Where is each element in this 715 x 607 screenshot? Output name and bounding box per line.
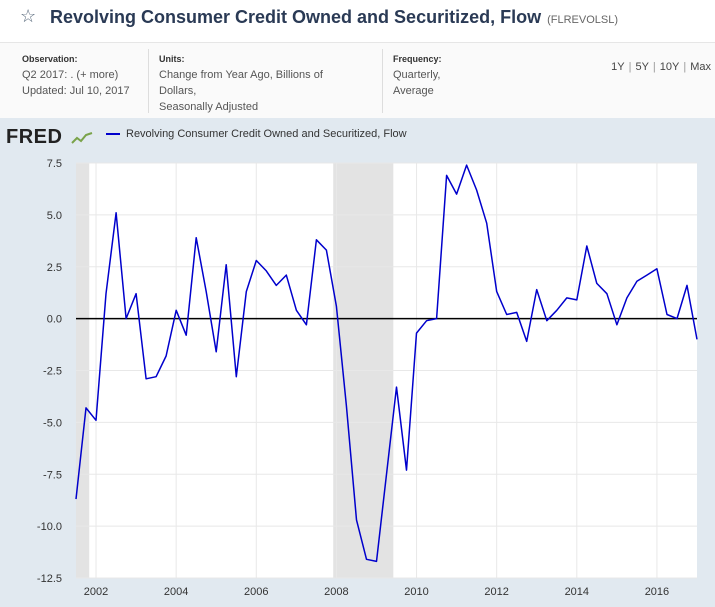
- y-tick-label: -10.0: [37, 521, 62, 533]
- fred-logo: FRED: [6, 126, 93, 149]
- frequency-line: Average: [393, 85, 434, 97]
- title-bar: ☆ Revolving Consumer Credit Owned and Se…: [0, 0, 715, 42]
- range-max-button[interactable]: Max: [690, 61, 711, 73]
- observation-block: Observation: Q2 2017: . (+ more) Updated…: [22, 51, 130, 99]
- meta-divider: [382, 49, 383, 113]
- chart-area: FRED Revolving Consumer Credit Owned and…: [0, 118, 715, 607]
- x-tick-label: 2002: [84, 586, 108, 598]
- units-line: Change from Year Ago, Billions of: [159, 69, 323, 81]
- x-tick-label: 2014: [565, 586, 589, 598]
- fred-logo-graph-icon: [70, 131, 92, 144]
- x-tick-label: 2006: [244, 586, 268, 598]
- y-tick-label: 0.0: [47, 314, 62, 326]
- y-tick-label: -5.0: [43, 417, 62, 429]
- page-title: Revolving Consumer Credit Owned and Secu…: [50, 7, 618, 28]
- legend-label: Revolving Consumer Credit Owned and Secu…: [126, 128, 407, 140]
- units-line: Seasonally Adjusted: [159, 101, 259, 113]
- series-title: Revolving Consumer Credit Owned and Secu…: [50, 7, 542, 27]
- chart-legend: Revolving Consumer Credit Owned and Secu…: [106, 128, 407, 140]
- legend-swatch: [106, 133, 120, 136]
- range-5y-button[interactable]: 5Y: [635, 61, 649, 73]
- range-separator: |: [652, 61, 656, 73]
- x-tick-label: 2004: [164, 586, 188, 598]
- units-line: Dollars,: [159, 85, 197, 97]
- x-tick-label: 2010: [404, 586, 428, 598]
- range-10y-button[interactable]: 10Y: [659, 61, 680, 73]
- y-tick-label: 2.5: [47, 262, 62, 274]
- favorite-star-icon[interactable]: ☆: [20, 6, 37, 26]
- updated-date: Updated: Jul 10, 2017: [22, 85, 130, 97]
- observation-value[interactable]: Q2 2017: . (+ more): [22, 69, 119, 81]
- series-id: (FLREVOLSL): [547, 14, 618, 26]
- x-tick-label: 2012: [484, 586, 508, 598]
- range-separator: |: [628, 61, 632, 73]
- range-1y-button[interactable]: 1Y: [611, 61, 625, 73]
- units-label: Units:: [159, 54, 185, 64]
- y-tick-label: 7.5: [47, 158, 62, 170]
- frequency-block: Frequency: Quarterly, Average: [393, 51, 442, 99]
- frequency-line: Quarterly,: [393, 69, 441, 81]
- series-metadata: Observation: Q2 2017: . (+ more) Updated…: [0, 42, 715, 120]
- x-tick-label: 2008: [324, 586, 348, 598]
- units-block: Units: Change from Year Ago, Billions of…: [159, 51, 323, 115]
- observation-label: Observation:: [22, 54, 78, 64]
- y-tick-label: -12.5: [37, 573, 62, 585]
- line-chart: 7.5 5.0 2.5 0.0 -2.5 -5.0 -7.5 -10.0 -12.5 2002 20…: [37, 158, 698, 598]
- range-separator: |: [683, 61, 687, 73]
- y-tick-label: 5.0: [47, 210, 62, 222]
- x-tick-label: 2016: [645, 586, 669, 598]
- y-tick-label: -7.5: [43, 469, 62, 481]
- series-line: [75, 164, 698, 563]
- y-tick-label: -2.5: [43, 366, 62, 378]
- date-range-selector: 1Y | 5Y | 10Y | Max: [607, 61, 715, 73]
- meta-divider: [148, 49, 149, 113]
- frequency-label: Frequency:: [393, 54, 442, 64]
